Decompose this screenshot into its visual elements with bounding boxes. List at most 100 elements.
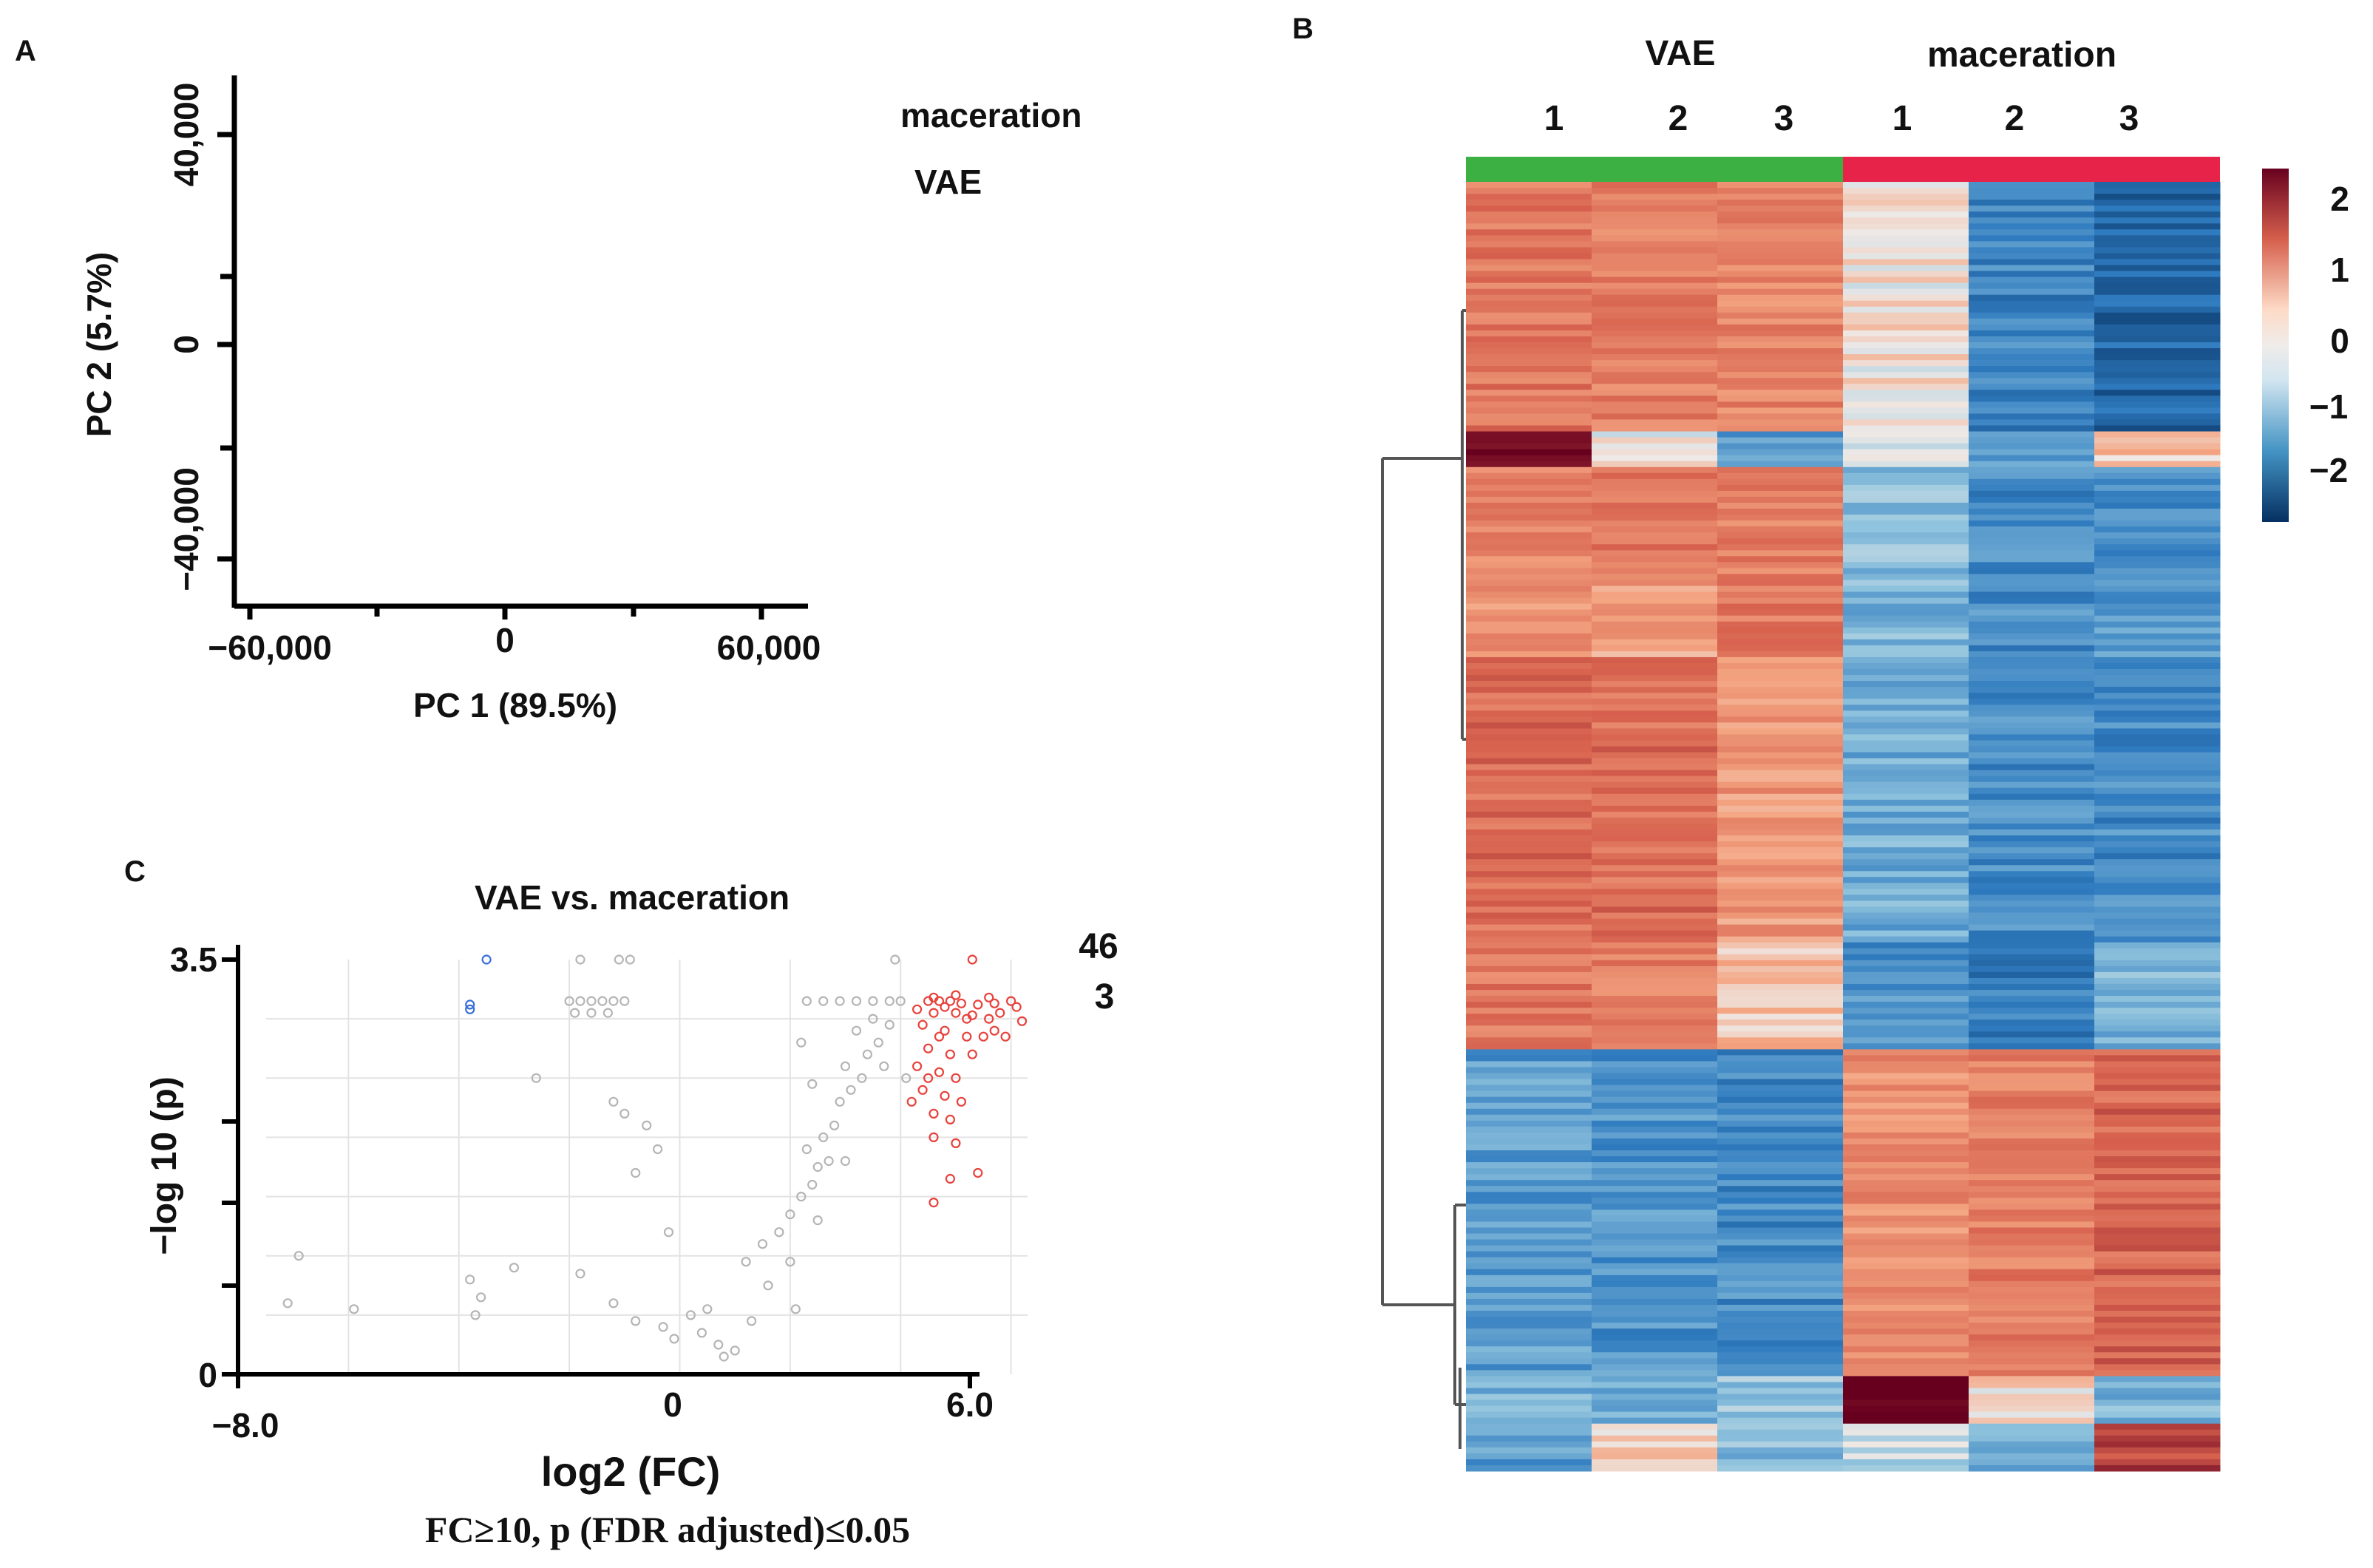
heatmap-cell xyxy=(1466,716,1592,723)
heatmap-cell xyxy=(1843,758,1969,765)
heatmap-cell xyxy=(1717,182,1844,189)
volcano-point-ns xyxy=(785,1257,795,1267)
heatmap-cell xyxy=(1717,1215,1844,1222)
heatmap-cell xyxy=(1717,1465,1844,1472)
heatmap-cell xyxy=(1717,1435,1844,1442)
heatmap-cell xyxy=(1717,1002,1844,1008)
heatmap-cell xyxy=(2094,895,2221,901)
heatmap-cell xyxy=(1592,918,1718,926)
heatmap-cell xyxy=(1717,384,1844,390)
heatmap-cell xyxy=(1592,871,1718,878)
volcano-point-ns xyxy=(801,996,812,1006)
heatmap-cell xyxy=(1466,1102,1592,1110)
heatmap-cell xyxy=(1969,1423,2095,1430)
heatmap-cell xyxy=(1717,841,1844,848)
heatmap-cell xyxy=(1843,1435,1969,1442)
heatmap-cell xyxy=(1969,1382,2095,1388)
heatmap-cell xyxy=(1592,276,1718,284)
heatmap-cell xyxy=(1466,401,1592,408)
heatmap-cell xyxy=(1466,580,1592,587)
heatmap-cell xyxy=(2094,574,2221,580)
heatmap-cell xyxy=(1843,817,1969,824)
heatmap-cell xyxy=(1843,1459,1969,1466)
heatmap-cell xyxy=(1592,259,1718,266)
heatmap-cell xyxy=(1592,1352,1718,1359)
heatmap-cell xyxy=(1592,853,1718,860)
heatmap-cell xyxy=(1843,407,1969,414)
heatmap-cell xyxy=(1717,1346,1844,1353)
heatmap-cell xyxy=(1969,455,2095,462)
heatmap-cell xyxy=(1969,924,2095,931)
heatmap-cell xyxy=(2094,1079,2221,1086)
volcano-point-ns xyxy=(807,1079,818,1089)
heatmap-cell xyxy=(1843,502,1969,509)
heatmap-cell xyxy=(1717,1204,1844,1210)
heatmap-cell xyxy=(1969,1114,2095,1121)
heatmap-cell xyxy=(1592,312,1718,319)
heatmap-cell xyxy=(1717,965,1844,973)
heatmap-cell xyxy=(1592,746,1718,753)
heatmap-cell xyxy=(1969,1286,2095,1294)
heatmap-cell xyxy=(1843,235,1969,242)
heatmap-cell xyxy=(1592,1221,1718,1228)
heatmap-cell xyxy=(1969,211,2095,218)
heatmap-cell xyxy=(1717,1459,1844,1466)
heatmap-cell xyxy=(1717,490,1844,498)
heatmap-cell xyxy=(1592,1411,1718,1419)
heatmap-cell xyxy=(1969,805,2095,812)
heatmap-cell xyxy=(1466,656,1592,664)
heatmap-cell xyxy=(1466,621,1592,628)
heatmap-cell xyxy=(1969,1221,2095,1228)
heatmap-cell xyxy=(1466,1079,1592,1086)
volcano-point-ns xyxy=(890,954,900,965)
heatmap-cell xyxy=(1592,1239,1718,1246)
heatmap-cell xyxy=(1466,1376,1592,1382)
heatmap-cell xyxy=(1843,342,1969,349)
pca-x-axis-label: PC 1 (89.5%) xyxy=(413,686,617,724)
heatmap-cell xyxy=(1592,1031,1718,1038)
heatmap-cell xyxy=(2094,360,2221,367)
heatmap-cell xyxy=(1843,1186,1969,1192)
heatmap-cell xyxy=(1969,378,2095,384)
heatmap-cell xyxy=(1969,556,2095,563)
heatmap-cell xyxy=(1466,443,1592,450)
heatmap-cell xyxy=(1717,1239,1844,1246)
heatmap-cell xyxy=(1717,936,1844,943)
heatmap-cell xyxy=(1717,265,1844,272)
heatmap-cell xyxy=(2094,520,2221,527)
heatmap-cell xyxy=(1969,431,2095,438)
heatmap-cell xyxy=(1843,1441,1969,1448)
heatmap-cell xyxy=(1592,1025,1718,1032)
heatmap-cell xyxy=(2094,378,2221,384)
heatmap-cell xyxy=(1843,496,1969,503)
heatmap-cell xyxy=(1969,1014,2095,1020)
heatmap-cell xyxy=(1717,1317,1844,1323)
volcano-y-axis-label: −log 10 (p) xyxy=(145,1076,184,1255)
heatmap-cell xyxy=(1717,621,1844,628)
heatmap-cell xyxy=(1969,360,2095,367)
heatmap-cell xyxy=(1592,770,1718,777)
heatmap-cell xyxy=(1717,484,1844,492)
heatmap-cell xyxy=(1843,591,1969,599)
heatmap-cell xyxy=(1969,853,2095,860)
heatmap-cell xyxy=(2094,478,2221,486)
heatmap-cell xyxy=(1969,996,2095,1002)
volcano-point-down xyxy=(481,954,492,965)
heatmap-cell xyxy=(1969,419,2095,427)
heatmap-cell xyxy=(1592,1340,1718,1347)
heatmap-cell xyxy=(1843,490,1969,498)
heatmap-cell xyxy=(1717,1405,1844,1413)
heatmap-cell xyxy=(1969,318,2095,325)
heatmap-cell xyxy=(1466,1245,1592,1252)
heatmap-cell xyxy=(1466,1459,1592,1466)
heatmap-cell xyxy=(1843,532,1969,539)
heatmap-cell xyxy=(1717,996,1844,1002)
heatmap-cell xyxy=(1843,271,1969,278)
heatmap-cell xyxy=(1969,437,2095,444)
volcano-point-up xyxy=(1016,1016,1028,1026)
heatmap-cell xyxy=(1592,580,1718,587)
heatmap-cell xyxy=(1969,823,2095,830)
heatmap-cell xyxy=(1969,912,2095,920)
heatmap-cell xyxy=(1592,693,1718,699)
heatmap-cell xyxy=(2094,1323,2221,1329)
